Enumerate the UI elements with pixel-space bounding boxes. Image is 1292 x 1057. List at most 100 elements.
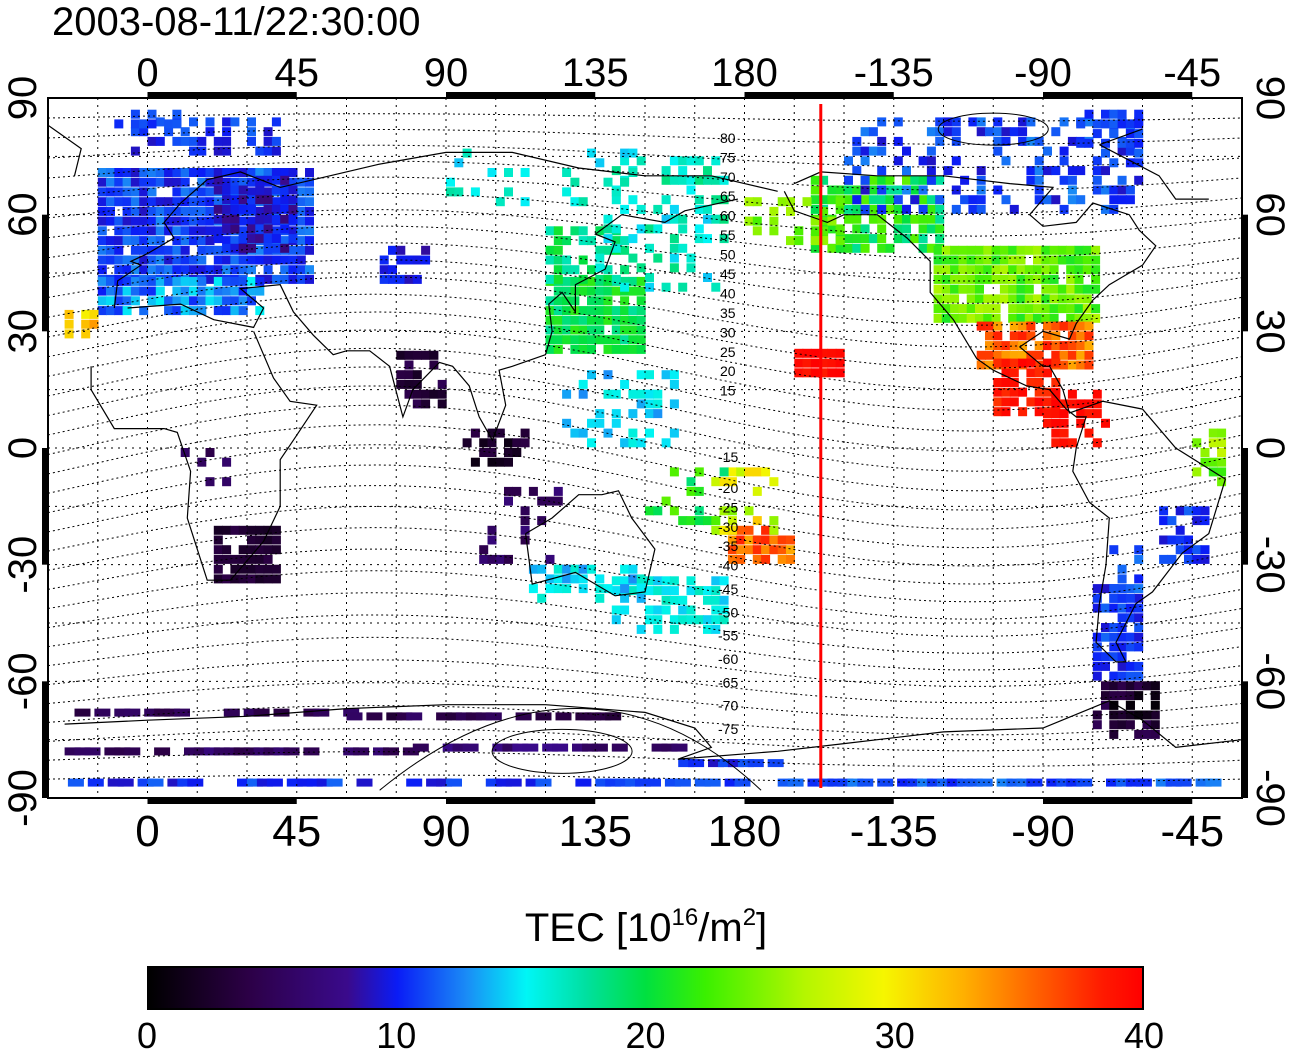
tec-cell: [1016, 245, 1026, 255]
tec-cell: [263, 224, 273, 234]
tec-cell: [1184, 554, 1193, 564]
tec-cell: [1057, 294, 1067, 304]
contour-label: 65: [720, 188, 736, 204]
tec-cell: [1067, 399, 1077, 409]
tec-cell: [106, 306, 115, 316]
tec-cell: [1001, 136, 1011, 146]
tec-cell: [222, 545, 232, 555]
tec-cell: [678, 156, 688, 166]
tec-cell: [562, 296, 572, 306]
tec-cell: [620, 282, 630, 292]
tec-cell: [794, 358, 804, 368]
tec-cell: [615, 778, 632, 787]
tec-cell: [412, 389, 422, 399]
tec-cell: [603, 286, 613, 296]
contour-line: [48, 548, 1242, 620]
tec-cell: [1092, 720, 1102, 730]
tec-colorbar: [147, 966, 1144, 1010]
tec-cell: [243, 708, 260, 717]
tec-cell: [1109, 729, 1119, 739]
tec-cell: [1117, 652, 1127, 662]
tec-cell: [877, 224, 887, 234]
tec-cell: [230, 236, 240, 246]
tec-cell: [620, 584, 630, 594]
tec-cell: [495, 554, 505, 564]
tec-cell: [247, 525, 256, 535]
tec-cell: [1034, 156, 1044, 166]
tec-cell: [958, 245, 968, 255]
tec-cell: [625, 778, 642, 787]
tec-cell: [296, 236, 306, 246]
contour-line: [48, 276, 1242, 348]
tec-cell: [1091, 284, 1101, 294]
tec-cell: [1135, 778, 1152, 787]
tec-cell: [902, 204, 911, 214]
tec-cell: [271, 234, 281, 244]
tec-cell: [180, 127, 190, 137]
tec-cell: [1043, 409, 1052, 419]
tec-cell: [769, 226, 779, 236]
tec-cell: [180, 296, 190, 306]
tec-cell: [137, 778, 154, 787]
tec-cell: [106, 255, 115, 265]
tec-cell: [686, 516, 696, 526]
tec-cell: [436, 712, 453, 721]
tec-cell: [280, 224, 290, 234]
tec-cell: [130, 245, 140, 255]
tec-cell: [421, 350, 431, 360]
tec-cell: [678, 595, 688, 605]
tec-cell: [271, 274, 281, 284]
tec-cell: [653, 399, 663, 409]
tec-cell: [122, 276, 132, 286]
tec-cell: [189, 226, 198, 236]
contour-label: -35: [718, 538, 738, 554]
tec-cell: [678, 516, 688, 526]
tec-cell: [620, 593, 630, 603]
tec-cell: [222, 117, 232, 127]
tec-cell: [147, 216, 157, 226]
tec-cell: [197, 245, 207, 255]
tec-cell: [810, 216, 820, 226]
tec-cell: [1016, 294, 1026, 304]
tec-cell: [230, 564, 240, 574]
tec-cell: [727, 525, 737, 535]
tec-cell: [562, 286, 572, 296]
tec-cell: [97, 245, 107, 255]
contour-label: 50: [720, 247, 736, 263]
tec-cell: [993, 146, 1003, 156]
tec-cell: [247, 243, 256, 253]
tec-cell: [247, 255, 256, 265]
tec-cell: [545, 344, 555, 354]
tec-cell: [736, 545, 746, 555]
tec-cell: [570, 177, 580, 187]
tec-cell: [255, 234, 265, 244]
tec-cell: [203, 747, 220, 756]
tec-cell: [595, 409, 605, 419]
tec-cell: [1084, 360, 1094, 370]
tec-cell: [280, 195, 290, 205]
tec-cell: [893, 214, 903, 224]
tec-cell: [1134, 691, 1144, 701]
tec-cell: [1018, 321, 1028, 331]
tec-cell: [1150, 691, 1160, 701]
tec-cell: [1109, 632, 1119, 642]
tec-cell: [147, 206, 157, 216]
tec-cell: [487, 525, 497, 535]
tec-cell: [724, 778, 741, 787]
tec-cell: [1008, 255, 1018, 265]
tec-cell: [769, 535, 779, 545]
tec-cell: [1066, 313, 1076, 323]
tec-cell: [711, 175, 721, 185]
tec-cell: [595, 296, 605, 306]
tec-cell: [130, 216, 140, 226]
tec-cell: [528, 564, 538, 574]
tec-cell: [106, 197, 115, 207]
tec-cell: [910, 195, 920, 205]
tec-cell: [283, 747, 300, 756]
tec-cell: [1051, 331, 1061, 341]
left-lat-label: -60: [1, 652, 45, 710]
tec-cell: [180, 187, 190, 197]
tec-cell: [263, 204, 273, 214]
tec-cell: [305, 206, 314, 216]
tec-cell: [578, 306, 588, 316]
